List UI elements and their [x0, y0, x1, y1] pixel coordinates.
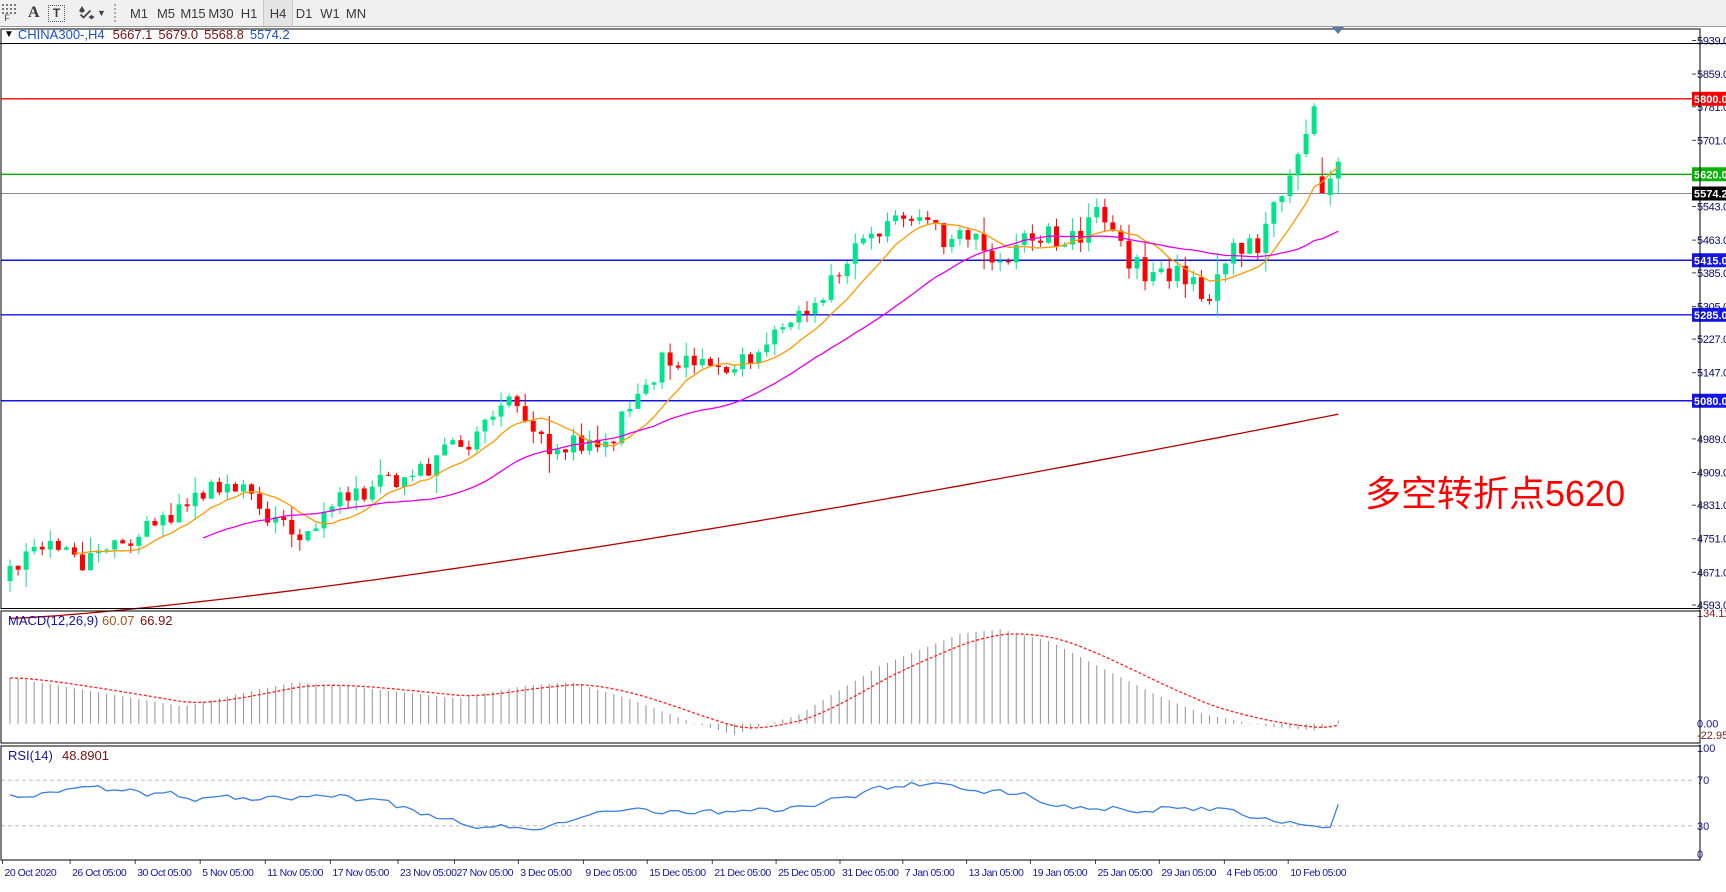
svg-text:23 Nov 05:00: 23 Nov 05:00 — [400, 867, 457, 879]
svg-text:48.8901: 48.8901 — [62, 748, 109, 763]
svg-text:70: 70 — [1697, 775, 1709, 787]
svg-text:4989.0: 4989.0 — [1697, 434, 1726, 446]
svg-text:30 Oct 05:00: 30 Oct 05:00 — [137, 867, 192, 879]
svg-text:134.11: 134.11 — [1697, 608, 1726, 620]
svg-text:MACD(12,26,9): MACD(12,26,9) — [8, 613, 98, 628]
svg-text:20 Oct 2020: 20 Oct 2020 — [5, 867, 57, 879]
svg-text:19 Jan 05:00: 19 Jan 05:00 — [1032, 867, 1087, 879]
svg-text:30: 30 — [1697, 821, 1709, 833]
svg-text:5939.0: 5939.0 — [1697, 36, 1726, 48]
svg-text:-22.95: -22.95 — [1697, 730, 1726, 742]
svg-text:60.07: 60.07 — [102, 613, 135, 628]
svg-text:9 Dec 05:00: 9 Dec 05:00 — [585, 867, 637, 879]
svg-text:5463.0: 5463.0 — [1697, 235, 1726, 247]
svg-text:5415.0: 5415.0 — [1694, 255, 1726, 267]
svg-text:5701.0: 5701.0 — [1697, 135, 1726, 147]
svg-text:5574.2: 5574.2 — [1694, 188, 1726, 200]
svg-text:13 Jan 05:00: 13 Jan 05:00 — [969, 867, 1024, 879]
svg-text:5800.0: 5800.0 — [1694, 94, 1726, 106]
svg-text:7 Jan 05:00: 7 Jan 05:00 — [905, 867, 955, 879]
svg-text:26 Oct 05:00: 26 Oct 05:00 — [72, 867, 127, 879]
svg-text:5385.0: 5385.0 — [1697, 268, 1726, 280]
svg-text:15 Dec 05:00: 15 Dec 05:00 — [649, 867, 706, 879]
svg-text:4671.0: 4671.0 — [1697, 567, 1726, 579]
svg-text:17 Nov 05:00: 17 Nov 05:00 — [332, 867, 389, 879]
svg-text:3 Dec 05:00: 3 Dec 05:00 — [520, 867, 572, 879]
svg-text:21 Dec 05:00: 21 Dec 05:00 — [714, 867, 771, 879]
svg-text:5543.0: 5543.0 — [1697, 202, 1726, 214]
svg-text:5147.0: 5147.0 — [1697, 368, 1726, 380]
svg-text:66.92: 66.92 — [140, 613, 173, 628]
svg-text:RSI(14): RSI(14) — [8, 748, 53, 763]
svg-text:4 Feb 05:00: 4 Feb 05:00 — [1226, 867, 1277, 879]
svg-text:5080.0: 5080.0 — [1694, 396, 1726, 408]
svg-text:4909.0: 4909.0 — [1697, 467, 1726, 479]
svg-text:31 Dec 05:00: 31 Dec 05:00 — [842, 867, 899, 879]
svg-text:5859.0: 5859.0 — [1697, 69, 1726, 81]
svg-text:多空转折点5620: 多空转折点5620 — [1365, 473, 1625, 514]
svg-text:10 Feb 05:00: 10 Feb 05:00 — [1290, 867, 1347, 879]
svg-text:29 Jan 05:00: 29 Jan 05:00 — [1161, 867, 1216, 879]
svg-text:5285.0: 5285.0 — [1694, 310, 1726, 322]
svg-text:25 Dec 05:00: 25 Dec 05:00 — [778, 867, 835, 879]
svg-text:4831.0: 4831.0 — [1697, 500, 1726, 512]
svg-text:11 Nov 05:00: 11 Nov 05:00 — [267, 867, 323, 879]
svg-text:5 Nov 05:00: 5 Nov 05:00 — [202, 867, 254, 879]
svg-text:5227.0: 5227.0 — [1697, 334, 1726, 346]
svg-text:5620.0: 5620.0 — [1694, 169, 1726, 181]
svg-text:4751.0: 4751.0 — [1697, 534, 1726, 546]
svg-text:25 Jan 05:00: 25 Jan 05:00 — [1098, 867, 1153, 879]
svg-text:27 Nov 05:00: 27 Nov 05:00 — [457, 867, 514, 879]
